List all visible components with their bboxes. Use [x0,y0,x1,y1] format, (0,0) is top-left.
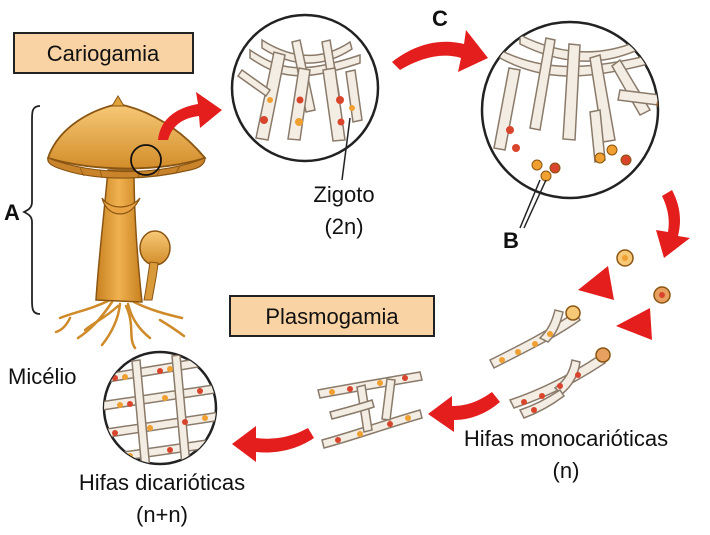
spores [616,249,671,304]
hifas-di-label: Hifas dicarióticas [79,470,245,495]
micelio-label: Micélio [8,364,76,389]
zigoto-ploidy: (2n) [324,214,363,239]
hifas-mono-ploidy: (n) [553,458,580,483]
cariogamia-label: Cariogamia [47,41,160,66]
bracket-a [21,105,41,315]
micelio-circle [102,350,218,466]
arrow-spore-2 [616,308,652,340]
basidia-circle [480,20,660,229]
arrow-down-right [656,190,690,258]
plasmogamia-label: Plasmogamia [265,304,399,329]
mushroom [46,95,207,350]
magnifier-ring [130,144,162,176]
arrow-c [392,30,488,72]
hifas-mono-label: Hifas monocarióticas [464,426,668,451]
arrow-to-zigoto [158,92,222,140]
zigoto-pointer [341,117,351,181]
label-b: B [503,228,519,253]
label-a: A [4,200,20,225]
hifas-di-ploidy: (n+n) [136,502,188,527]
plasmogamia-box: Plasmogamia [229,295,435,337]
arrow-to-dikaryotic [428,392,500,432]
label-c: C [432,6,448,31]
arrow-to-micelio [232,426,314,462]
zigoto-label: Zigoto [313,182,374,207]
cariogamia-box: Cariogamia [13,32,194,74]
arrow-spore-1 [578,266,614,300]
di-nuclei [329,375,411,443]
monokaryotic-hyphae [488,305,611,419]
zigoto-circle [230,13,380,181]
cycle-arrows [158,30,690,462]
dikaryotic-hyphae [317,371,423,449]
mono-nuclei [499,331,581,413]
